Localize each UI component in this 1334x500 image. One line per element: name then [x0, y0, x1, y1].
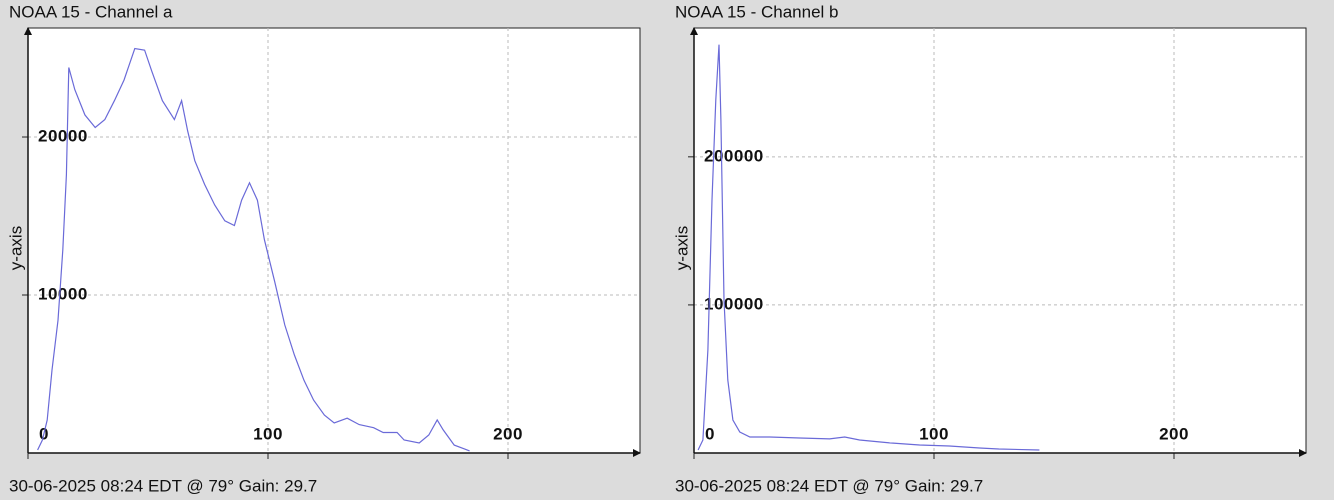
- y-tick-label: 10000: [38, 284, 88, 303]
- y-tick-label: 100000: [704, 294, 764, 313]
- footer: 30-06-2025 08:24 EDT @ 79° Gain: 29.7: [9, 476, 317, 495]
- y-axis-label: y-axis: [672, 226, 691, 270]
- x-axis-arrow: [1299, 449, 1307, 457]
- y-axis-label: y-axis: [6, 226, 25, 270]
- x-tick-label: 200: [1159, 424, 1189, 443]
- x-tick-label: 100: [253, 424, 283, 443]
- x-axis-arrow: [633, 449, 641, 457]
- chart-title: NOAA 15 - Channel a: [9, 2, 173, 21]
- footer: 30-06-2025 08:24 EDT @ 79° Gain: 29.7: [675, 476, 983, 495]
- data-line: [37, 47, 470, 452]
- y-axis-arrow: [24, 27, 32, 35]
- plot-area: [693, 27, 1307, 454]
- x-tick-label: 0: [705, 424, 715, 443]
- chart: NOAA 15 - Channel b 30-06-2025 08:24 EDT …: [672, 2, 1307, 495]
- y-tick-label: 20000: [38, 126, 88, 145]
- y-tick-label: 200000: [704, 146, 764, 165]
- x-tick-label: 100: [919, 424, 949, 443]
- chart: NOAA 15 - Channel a 30-06-2025 08:24 EDT …: [6, 2, 641, 495]
- y-axis-arrow: [690, 27, 698, 35]
- data-line: [697, 44, 1040, 451]
- chart-title: NOAA 15 - Channel b: [675, 2, 838, 21]
- x-tick-label: 200: [493, 424, 523, 443]
- plot-area: [27, 27, 641, 454]
